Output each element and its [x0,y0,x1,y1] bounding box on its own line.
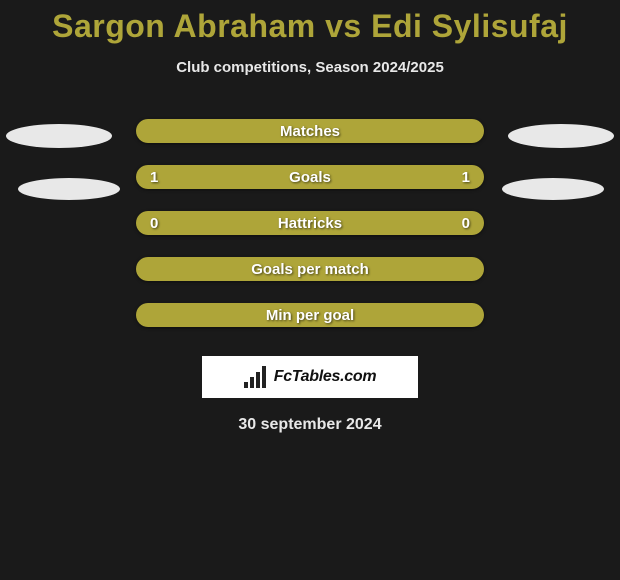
stat-bar: 0 Hattricks 0 [136,211,484,235]
stat-bar: Goals per match [136,257,484,281]
stat-label: Min per goal [266,307,354,324]
stat-row-goals-per-match: Goals per match [0,246,620,292]
logo-text: FcTables.com [274,368,377,386]
stat-left-value: 1 [150,169,158,186]
stat-label: Goals per match [251,261,369,278]
stat-row-hattricks: 0 Hattricks 0 [0,200,620,246]
stats-container: Matches 1 Goals 1 0 Hattricks 0 Goals pe… [0,108,620,338]
subtitle: Club competitions, Season 2024/2025 [0,59,620,76]
stat-row-matches: Matches [0,108,620,154]
stat-label: Hattricks [278,215,342,232]
stat-right-value: 0 [462,215,470,232]
stat-label: Goals [289,169,331,186]
page-title: Sargon Abraham vs Edi Sylisufaj [0,0,620,45]
date-text: 30 september 2024 [0,416,620,434]
stat-bar: 1 Goals 1 [136,165,484,189]
chart-icon [244,366,268,388]
stat-right-value: 1 [462,169,470,186]
logo-box[interactable]: FcTables.com [202,356,418,398]
stat-label: Matches [280,123,340,140]
stat-row-goals: 1 Goals 1 [0,154,620,200]
stat-row-min-per-goal: Min per goal [0,292,620,338]
stat-left-value: 0 [150,215,158,232]
stat-bar: Matches [136,119,484,143]
logo: FcTables.com [244,366,377,388]
stat-bar: Min per goal [136,303,484,327]
